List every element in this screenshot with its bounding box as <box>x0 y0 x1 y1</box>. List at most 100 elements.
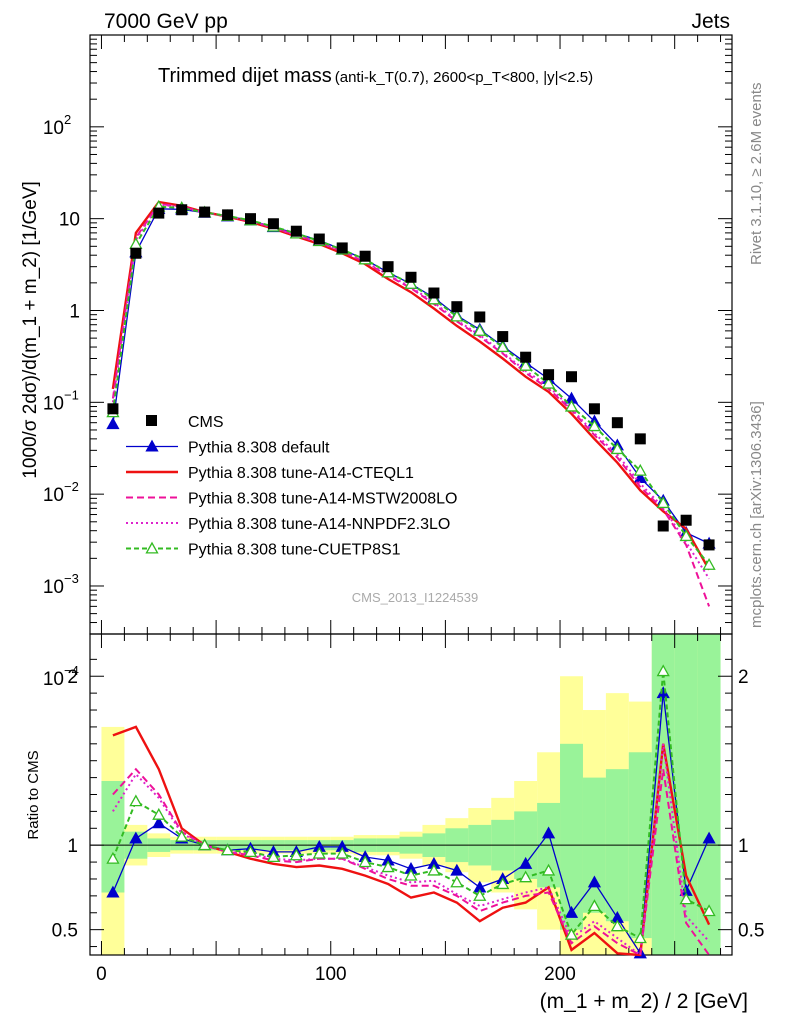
series-point-default <box>152 816 166 829</box>
y-tick-label-exponent: −1 <box>64 387 79 402</box>
uncertainty-band-inner-bin <box>560 743 583 930</box>
series-point-cuetp <box>473 889 487 901</box>
series-point-cuetp <box>129 794 143 807</box>
y-tick-label: 10 <box>43 577 64 598</box>
cms-data-point <box>313 233 325 245</box>
x-axis-label: (m_1 + m_2) / 2 [GeV] <box>540 990 748 1013</box>
y-tick-label-exponent: 2 <box>64 112 71 127</box>
series-point-default <box>587 875 602 888</box>
y-tick-label-base: 10 <box>43 393 64 414</box>
series-point-cuetp <box>289 848 303 861</box>
legend: CMS Pythia 8.308 default Pythia 8.308 tune… <box>126 414 457 559</box>
series-point-cuetp <box>381 860 395 873</box>
legend-label-cuetp: Pythia 8.308 tune-CUETP8S1 <box>188 542 401 559</box>
cms-data-point <box>680 514 692 526</box>
series-point-cuetp <box>633 931 647 944</box>
series-point-cuetp <box>427 292 441 305</box>
legend-marker-cuetp <box>145 541 159 554</box>
series-point-default <box>450 863 464 876</box>
cms-data-point <box>176 204 188 216</box>
series-point-cuetp <box>610 442 624 455</box>
ratio-y-tick-label-right: 1 <box>738 836 749 857</box>
series-point-default <box>106 417 120 430</box>
cms-data-point <box>428 287 440 299</box>
y-tick-label-base: 1 <box>69 301 80 322</box>
series-point-default <box>702 831 716 844</box>
y-tick-label: 10 <box>43 485 64 506</box>
y-tick-label: 1 <box>69 301 80 322</box>
x-tick-label: 0 <box>96 964 107 985</box>
series-line-cteql1 <box>111 200 711 571</box>
cms-data-point <box>107 403 119 415</box>
series-point-default <box>129 831 143 844</box>
y-tick-label-base: 10 <box>43 485 64 506</box>
series-point-cuetp <box>610 919 624 932</box>
series-point-cuetp <box>519 870 533 883</box>
cms-data-point <box>703 539 715 551</box>
y-tick-label: 10 <box>59 210 80 231</box>
y-tick-label-exponent: −4 <box>64 663 79 678</box>
ratio-y-tick-label-left: 2 <box>67 667 78 688</box>
analysis-watermark: CMS_2013_I1224539 <box>352 590 479 605</box>
cms-data-point <box>520 351 532 363</box>
ratio-y-tick-label-left: 0.5 <box>52 921 78 942</box>
ratio-y-tick-label-right: 2 <box>738 667 749 688</box>
series-point-cuetp <box>679 892 693 905</box>
rivet-version-label: Rivet 3.1.10, ≥ 2.6M events <box>748 83 765 266</box>
series-point-cuetp <box>541 376 556 389</box>
mcplots-label: mcplots.cern.ch [arXiv:1306.3436] <box>748 401 765 628</box>
cms-data-point <box>245 213 256 225</box>
legend-marker-cms <box>146 415 157 426</box>
series-point-cuetp <box>175 829 189 842</box>
series-point-cuetp <box>312 846 326 859</box>
legend-label-mstw: Pythia 8.308 tune-A14-MSTW2008LO <box>188 491 457 508</box>
ratio-y-tick-label-right: 0.5 <box>738 921 764 942</box>
series-point-cuetp <box>152 807 166 820</box>
cms-data-point <box>634 433 646 445</box>
cms-data-point <box>336 242 348 254</box>
cms-data-point <box>382 261 394 273</box>
main-title-sub: (anti-k_T(0.7), 2600<p_T<800, |y|<2.5) <box>335 69 593 86</box>
y-tick-label-base: 10 <box>59 210 80 231</box>
cms-data-point <box>153 207 165 219</box>
cms-data-point <box>405 271 417 283</box>
cms-data-point <box>359 250 371 262</box>
series-point-cuetp <box>220 843 235 856</box>
cms-data-point <box>222 209 234 221</box>
series-point-cuetp <box>541 863 556 876</box>
uncertainty-band-inner-bin <box>697 634 721 955</box>
y-axis-label: 1000/σ 2dσ)/d(m_1 + m_2) [1/GeV] <box>20 181 41 479</box>
legend-label-cms: CMS <box>188 414 224 431</box>
series-point-cuetp <box>473 324 487 336</box>
series-point-cuetp <box>656 664 670 677</box>
cms-data-point <box>497 331 509 343</box>
series-point-cuetp <box>129 237 143 250</box>
cms-data-point <box>130 247 142 259</box>
uncertainty-band-inner-bin <box>674 634 698 955</box>
series-point-cuetp <box>702 557 716 570</box>
series-point-cuetp <box>564 927 579 940</box>
cms-data-point <box>267 218 279 230</box>
cms-data-point <box>543 369 555 381</box>
series-point-cuetp <box>679 529 693 542</box>
series-point-cuetp <box>266 850 281 863</box>
series-line-nnpdf <box>112 743 710 957</box>
main-frame <box>89 34 733 635</box>
ratio-y-axis-label: Ratio to CMS <box>25 750 42 839</box>
series-point-cuetp <box>450 875 464 888</box>
y-tick-label-base: 10 <box>43 669 64 690</box>
series-point-cuetp <box>427 863 441 876</box>
x-tick-label: 200 <box>544 964 576 985</box>
series-point-cuetp <box>496 877 510 890</box>
series-point-default <box>541 826 556 839</box>
y-tick-label-base: 10 <box>43 577 64 598</box>
series-point-cuetp <box>587 899 602 912</box>
legend-label-nnpdf: Pythia 8.308 tune-A14-NNPDF2.3LO <box>188 516 450 533</box>
ratio-plot-panel: 0 100 200 0.5 0.5 1 1 2 2 <box>52 633 764 985</box>
uncertainty-band-inner-bin <box>101 780 125 893</box>
series-point-cuetp <box>702 904 716 917</box>
legend-marker-default <box>145 439 159 452</box>
ratio-y-tick-label-left: 1 <box>67 836 78 857</box>
